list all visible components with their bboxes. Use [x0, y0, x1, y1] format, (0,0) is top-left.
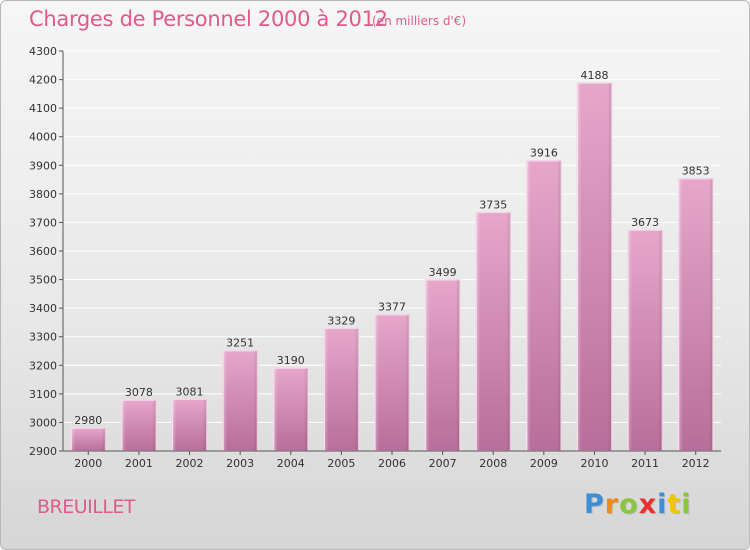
logo-letter: r	[604, 489, 620, 520]
x-tick-label: 2000	[74, 457, 102, 470]
data-label: 3078	[125, 386, 153, 399]
bar-shading	[172, 399, 207, 451]
bar-group: 3377	[374, 301, 410, 452]
bar-group: 3251	[222, 337, 259, 452]
bar-group: 3078	[120, 386, 157, 452]
x-tick-label: 2012	[682, 457, 710, 470]
y-tick-label: 3700	[29, 216, 57, 229]
bar-group: 3329	[323, 314, 360, 452]
logo-letter: P	[584, 489, 605, 520]
y-tick-label: 4100	[29, 102, 57, 115]
data-label: 3251	[226, 337, 254, 350]
y-tick-label: 3500	[29, 274, 57, 287]
commune-name: BREUILLET	[37, 496, 136, 518]
x-tick-label: 2009	[530, 457, 558, 470]
x-tick-label: 2003	[226, 457, 254, 470]
bar-group: 3735	[475, 198, 512, 452]
logo-letter: i	[657, 489, 668, 520]
data-label: 3081	[176, 385, 204, 398]
y-tick-label: 3000	[29, 416, 57, 429]
bar-shading	[121, 400, 157, 451]
data-label: 3329	[327, 314, 355, 327]
y-tick-label: 3600	[29, 245, 57, 258]
chart-title: Charges de Personnel 2000 à 2012	[29, 7, 388, 31]
bar-group: 4188	[576, 69, 613, 452]
bar-shading	[577, 83, 612, 451]
data-label: 3853	[682, 165, 710, 178]
logo-letter: t	[667, 489, 682, 520]
x-tick-label: 2005	[327, 457, 355, 470]
x-tick-label: 2011	[631, 457, 659, 470]
data-label: 3499	[429, 266, 457, 279]
x-tick-label: 2010	[580, 457, 608, 470]
bar-shading	[476, 212, 511, 451]
y-axis: 2900 3000 3100 3200 3300 3400 3500 3600 3700 3800…	[29, 45, 64, 458]
y-tick-label: 3100	[29, 388, 57, 401]
y-tick-label: 4000	[29, 131, 57, 144]
data-label: 3735	[479, 198, 507, 211]
data-label: 3377	[378, 301, 406, 314]
bar-shading	[222, 350, 258, 451]
bar-group: 2980	[70, 414, 107, 452]
logo-letter: x	[638, 489, 658, 520]
bar-group: 3190	[272, 354, 309, 452]
y-tick-label: 3800	[29, 188, 57, 201]
y-tick-label: 3200	[29, 359, 57, 372]
data-label: 3916	[530, 147, 558, 160]
chart-subtitle: (en milliers d'€)	[372, 14, 467, 28]
bar-shading	[526, 160, 562, 451]
x-tick-label: 2001	[125, 457, 153, 470]
bar-shading	[425, 279, 460, 451]
bar-group: 3853	[677, 165, 714, 452]
y-tick-label: 4200	[29, 74, 57, 87]
data-label: 2980	[74, 414, 102, 427]
data-label: 3673	[631, 216, 659, 229]
x-tick-label: 2008	[479, 457, 507, 470]
y-tick-label: 2900	[29, 445, 57, 458]
logo-letter: o	[619, 489, 639, 520]
y-tick-label: 3900	[29, 159, 57, 172]
bar-group: 3081	[171, 385, 208, 452]
bars: 2980 3078 3081 3251 3190 3329 3377 3499 3735 3916…	[70, 69, 714, 452]
bar-shading	[273, 368, 308, 451]
x-tick-label: 2004	[277, 457, 305, 470]
bar-group: 3499	[424, 266, 461, 452]
x-tick-label: 2002	[176, 457, 204, 470]
y-tick-label: 3400	[29, 302, 57, 315]
data-label: 4188	[580, 69, 608, 82]
bar-group: 3916	[525, 147, 562, 452]
bar-group: 3673	[627, 216, 664, 452]
bar-shading	[374, 314, 410, 451]
x-tick-label: 2006	[378, 457, 406, 470]
logo-letter: i	[681, 489, 692, 520]
y-tick-label: 3300	[29, 331, 57, 344]
x-tick-label: 2007	[429, 457, 457, 470]
y-tick-label: 4300	[29, 45, 57, 58]
bar-shading	[71, 428, 106, 451]
bar-shading	[627, 230, 663, 451]
proxiti-logo: Proxiti	[584, 489, 692, 520]
bar-shading	[678, 178, 713, 451]
bar-shading	[324, 328, 359, 451]
data-label: 3190	[277, 354, 305, 367]
x-axis: 2000 2001 2002 2003 2004 2005 2006 2007 2008 2009…	[63, 450, 721, 470]
